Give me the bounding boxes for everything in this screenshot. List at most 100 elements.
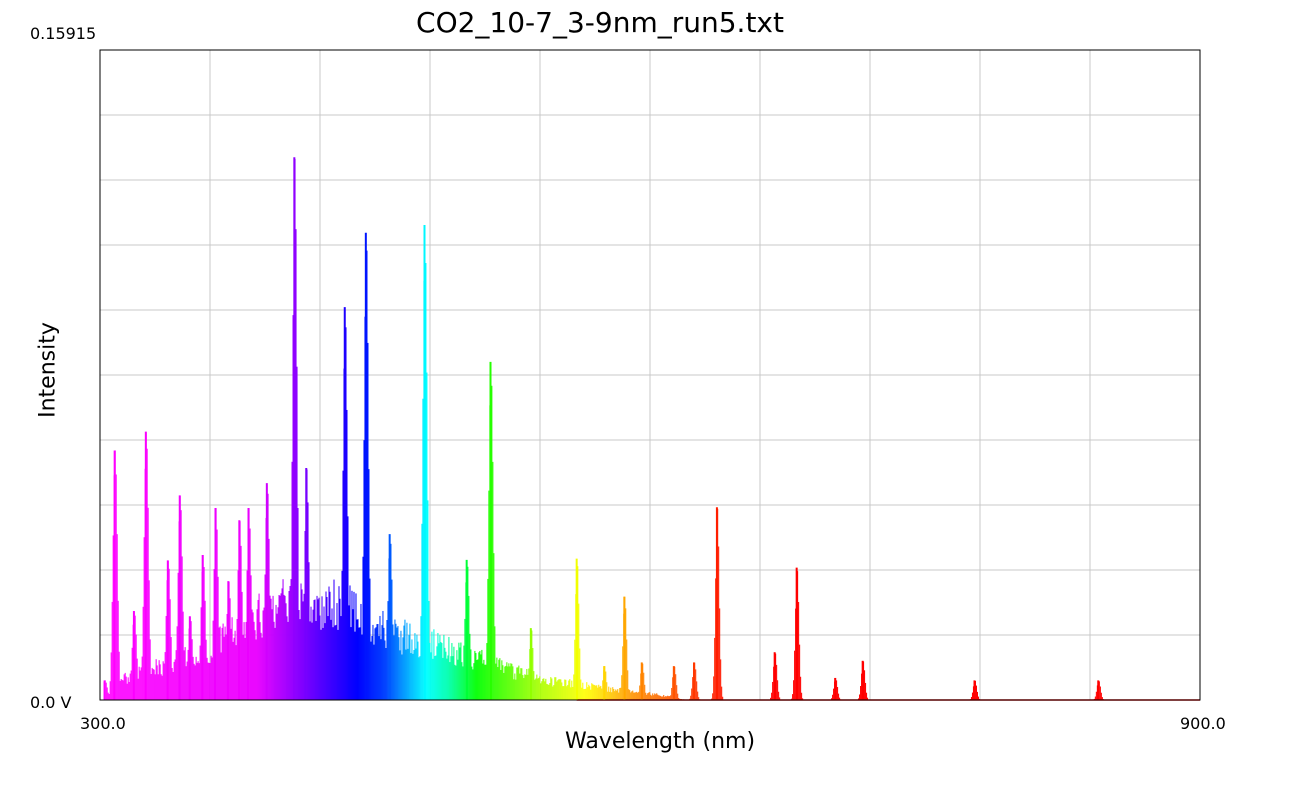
spectrum-column <box>171 668 173 700</box>
spectrum-column <box>658 695 660 700</box>
spectrum-column <box>559 679 561 700</box>
spectrum-column <box>342 470 344 700</box>
chart-title: CO2_10-7_3-9nm_run5.txt <box>416 6 784 39</box>
spectrum-column <box>474 650 476 700</box>
spectrum-column <box>581 687 583 700</box>
spectrum-column <box>538 677 540 700</box>
spectrum-column <box>770 697 772 700</box>
spectrum-column <box>497 667 499 700</box>
spectrum-column <box>582 682 584 700</box>
spectrum-column <box>649 692 651 700</box>
spectrum-column <box>379 615 381 700</box>
spectrum-column <box>837 687 839 700</box>
spectrum-column <box>859 694 861 700</box>
spectrum-column <box>440 642 442 700</box>
spectrum-column <box>141 656 143 700</box>
spectrum-column <box>190 621 192 700</box>
spectrum-column <box>601 688 603 700</box>
spectrum-column <box>554 677 556 700</box>
spectrum-column <box>482 663 484 700</box>
spectrum-column <box>479 650 481 700</box>
spectrum-column <box>311 622 313 700</box>
spectrum-column <box>697 691 699 700</box>
spectrum-column <box>678 697 680 700</box>
spectrum-column <box>394 619 396 700</box>
spectrum-column <box>268 538 270 700</box>
spectrum-column <box>620 687 622 700</box>
spectrum-column <box>262 610 264 700</box>
spectrum-column <box>630 692 632 700</box>
spectrum-column <box>666 696 668 700</box>
spectrum-column <box>402 637 404 700</box>
spectrum-column <box>251 609 253 700</box>
spectrum-column <box>670 695 672 700</box>
spectrum-column <box>615 689 617 700</box>
plot-grid <box>100 50 1200 700</box>
spectrum-column <box>976 691 978 700</box>
spectrum-column <box>523 678 525 700</box>
spectrum-column <box>292 315 294 700</box>
spectrum-column <box>772 681 774 700</box>
spectrum-column <box>320 629 322 700</box>
spectrum-column <box>348 605 350 700</box>
spectrum-column <box>612 687 614 700</box>
spectrum-column <box>198 663 200 700</box>
spectrum-column <box>771 692 773 700</box>
spectrum-column <box>148 580 150 700</box>
spectrum-column <box>396 627 398 700</box>
spectrum-column <box>211 657 213 700</box>
spectrum-column <box>223 636 225 700</box>
spectrum-column <box>246 570 248 700</box>
spectrum-column <box>283 594 285 700</box>
spectrum-column <box>444 647 446 700</box>
spectrum-column <box>556 681 558 700</box>
spectrum-column <box>332 627 334 700</box>
spectrum-column <box>597 687 599 700</box>
spectrum-column <box>648 692 650 700</box>
spectrum-column <box>561 682 563 700</box>
spectrum-column <box>161 675 163 700</box>
spectrum-column <box>307 502 309 700</box>
spectrum-column <box>153 669 155 700</box>
spectrum-column <box>110 652 112 700</box>
spectrum-column <box>718 546 720 700</box>
spectrum-column <box>631 691 633 700</box>
spectrum-column <box>570 687 572 700</box>
spectrum-column <box>667 695 669 700</box>
spectrum-column <box>350 627 352 700</box>
spectrum-column <box>456 650 458 700</box>
spectrum-column <box>196 662 198 700</box>
spectrum-column <box>200 607 202 700</box>
spectrum-column <box>866 692 868 700</box>
spectrum-column <box>324 623 326 700</box>
x-max-tick-label: 900.0 <box>1180 714 1226 733</box>
spectrum-column <box>486 643 488 700</box>
spectrum-column <box>241 591 243 700</box>
spectrum-column <box>195 656 197 700</box>
spectrum-column <box>298 610 300 700</box>
spectrum-column <box>596 685 598 700</box>
spectrum-column <box>437 633 439 700</box>
spectrum-column <box>798 602 800 700</box>
spectrum-column <box>354 631 356 700</box>
spectrum-column <box>532 648 534 700</box>
spectrum-column <box>360 603 362 700</box>
spectrum-column <box>638 691 640 700</box>
spectrum-column <box>792 694 794 700</box>
spectrum-column <box>668 696 670 700</box>
spectrum-column <box>303 593 305 700</box>
spectrum-column <box>276 613 278 700</box>
spectrum-column <box>315 620 317 700</box>
spectrum-column <box>257 599 259 700</box>
spectrum-column <box>548 684 550 700</box>
spectrum-column <box>270 598 272 700</box>
spectrum-column <box>386 620 388 700</box>
spectrum-column <box>525 674 527 700</box>
spectrum-column <box>393 635 395 700</box>
spectrum-column <box>621 675 623 700</box>
spectrum-column <box>160 674 162 700</box>
spectrum-column <box>352 609 354 700</box>
spectrum-column <box>510 663 512 700</box>
spectrum-column <box>347 516 349 700</box>
spectrum-column <box>867 697 869 700</box>
